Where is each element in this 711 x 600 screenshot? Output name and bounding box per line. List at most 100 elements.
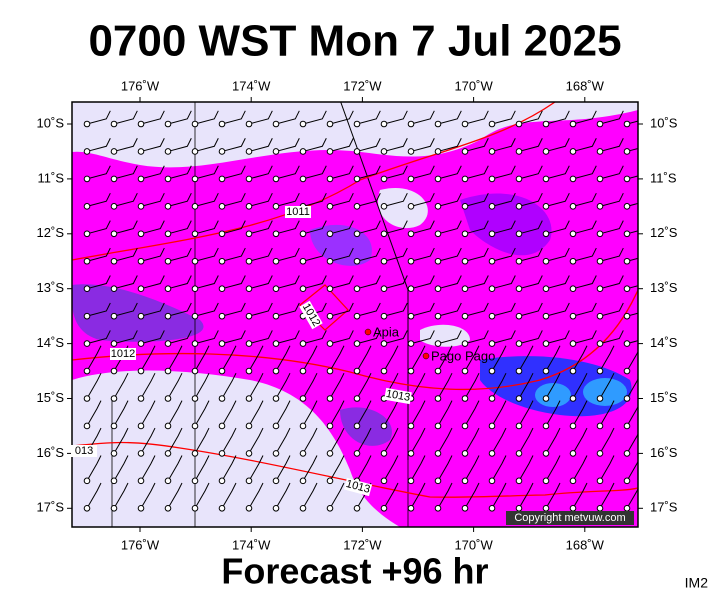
wind-barb bbox=[599, 330, 624, 345]
wind-station bbox=[164, 367, 172, 375]
wind-barb bbox=[437, 482, 453, 509]
wind-barb bbox=[491, 455, 507, 482]
wind-barb bbox=[86, 400, 102, 427]
wind-barb bbox=[626, 340, 638, 345]
wind-station bbox=[515, 285, 523, 293]
wind-station bbox=[515, 175, 523, 183]
wind-barb bbox=[248, 345, 264, 372]
isobar-label-text: 1012 bbox=[111, 348, 135, 360]
wind-barb bbox=[626, 432, 638, 454]
wind-station bbox=[569, 422, 577, 430]
wind-station bbox=[488, 203, 496, 210]
wind-barb bbox=[113, 138, 138, 152]
lat-label: 12˚S bbox=[650, 225, 678, 240]
wind-barb bbox=[437, 427, 453, 454]
wind-station bbox=[110, 422, 118, 430]
wind-station bbox=[164, 120, 172, 128]
wind-station bbox=[137, 312, 145, 320]
wind-barb bbox=[626, 257, 638, 262]
wind-barb bbox=[410, 455, 426, 482]
wind-barb bbox=[194, 110, 219, 125]
wind-station bbox=[380, 257, 388, 265]
wind-station bbox=[380, 505, 388, 512]
wind-barb bbox=[86, 482, 102, 509]
wind-barb bbox=[410, 372, 426, 399]
wind-barb bbox=[302, 330, 327, 345]
wind-barb bbox=[302, 165, 327, 180]
wind-station bbox=[164, 230, 172, 238]
wind-station bbox=[164, 395, 172, 402]
wind-barb bbox=[545, 220, 570, 235]
wind-station bbox=[596, 450, 604, 457]
wind-barb bbox=[599, 345, 615, 372]
wind-station bbox=[596, 422, 604, 430]
wind-barb bbox=[113, 302, 138, 317]
wind-barb bbox=[356, 138, 381, 152]
wind-station bbox=[488, 505, 496, 512]
wind-station bbox=[83, 175, 91, 183]
wind-barb bbox=[86, 455, 102, 482]
wind-barb bbox=[194, 455, 210, 482]
wind-station bbox=[110, 285, 118, 293]
wind-station bbox=[326, 340, 334, 347]
wind-barb bbox=[599, 455, 615, 482]
wind-station bbox=[542, 312, 550, 320]
wind-station bbox=[407, 120, 415, 128]
wind-barb bbox=[599, 275, 624, 290]
wind-station bbox=[623, 230, 631, 238]
wind-station bbox=[407, 312, 415, 320]
wind-station bbox=[272, 395, 280, 402]
wind-station bbox=[353, 367, 361, 375]
wind-station bbox=[83, 505, 91, 512]
wind-station bbox=[245, 230, 253, 238]
wind-barb bbox=[113, 220, 138, 235]
wind-station bbox=[569, 257, 577, 265]
wind-barb bbox=[545, 192, 570, 207]
wind-barb bbox=[599, 247, 624, 262]
wind-barb bbox=[464, 247, 489, 262]
wind-station bbox=[110, 477, 118, 485]
wind-station bbox=[542, 367, 550, 375]
wind-station bbox=[110, 505, 118, 512]
wind-barb bbox=[383, 138, 408, 152]
wind-barb bbox=[383, 302, 408, 317]
wind-station bbox=[299, 367, 307, 375]
wind-station bbox=[461, 505, 469, 512]
wind-station bbox=[380, 340, 388, 347]
wind-barb bbox=[491, 482, 507, 509]
wind-station bbox=[488, 477, 496, 485]
wind-station bbox=[299, 395, 307, 402]
wind-barb bbox=[491, 220, 516, 235]
wind-barb bbox=[248, 427, 264, 454]
wind-station bbox=[164, 450, 172, 457]
wind-station bbox=[245, 367, 253, 375]
wind-station bbox=[218, 175, 226, 183]
isobar-label-box bbox=[343, 477, 373, 497]
dry-area bbox=[420, 324, 470, 347]
wind-barb bbox=[572, 138, 597, 152]
moderate-rain bbox=[340, 407, 392, 446]
wind-station bbox=[461, 203, 469, 210]
wind-barb bbox=[518, 302, 543, 317]
wind-station bbox=[110, 257, 118, 265]
wind-station bbox=[569, 340, 577, 347]
wind-barb bbox=[383, 220, 408, 235]
wind-station bbox=[326, 230, 334, 238]
wind-barb bbox=[302, 220, 327, 235]
wind-barb bbox=[221, 482, 237, 509]
wind-barb bbox=[518, 427, 534, 454]
lat-label: 17˚S bbox=[37, 500, 65, 515]
wind-station bbox=[596, 477, 604, 485]
wind-station bbox=[434, 203, 442, 210]
wind-barb bbox=[626, 285, 638, 290]
wind-station bbox=[137, 450, 145, 457]
wind-barb bbox=[356, 192, 381, 207]
wind-barb bbox=[194, 138, 219, 152]
wind-station bbox=[380, 175, 388, 183]
wind-station bbox=[326, 312, 334, 320]
wind-barb bbox=[572, 345, 588, 372]
wind-station bbox=[218, 367, 226, 375]
wind-station bbox=[272, 367, 280, 375]
wind-barb bbox=[302, 372, 318, 399]
wind-barb bbox=[437, 275, 462, 290]
